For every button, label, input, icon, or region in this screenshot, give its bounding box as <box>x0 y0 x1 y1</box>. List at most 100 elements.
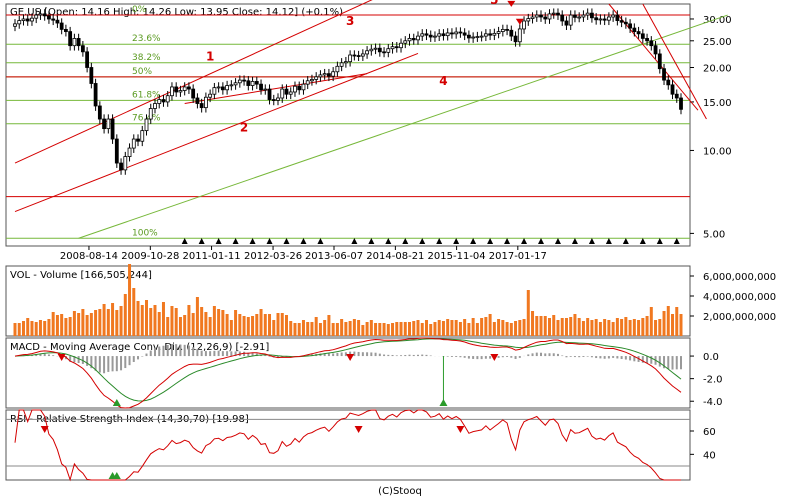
candle-body <box>80 45 85 53</box>
volume-bar <box>195 297 199 336</box>
volume-bar <box>68 317 72 336</box>
volume-bar <box>471 318 475 336</box>
price-panel-title: GE.US [Open: 14.16 High: 14.26 Low: 13.9… <box>10 7 343 18</box>
volume-bar <box>641 318 645 336</box>
rsi-panel-frame <box>5 409 691 481</box>
candle <box>407 33 412 46</box>
rsi-y-tick-label: 40 <box>703 450 716 461</box>
volume-bar <box>183 315 187 336</box>
volume-bar <box>492 322 496 336</box>
volume-bar <box>433 322 437 336</box>
candle-body <box>13 23 17 27</box>
candle-body <box>623 21 628 25</box>
candle-body <box>199 103 204 109</box>
x-tick-label: 2014-08-21 <box>366 251 424 262</box>
volume-bar <box>556 320 560 336</box>
volume-bar <box>85 315 89 336</box>
candle-body <box>170 86 174 97</box>
volume-bar <box>348 321 352 336</box>
candle <box>611 10 616 22</box>
volume-bar <box>136 301 140 336</box>
candle-body <box>450 32 454 35</box>
volume-bar <box>365 322 369 336</box>
volume-bar <box>526 290 530 336</box>
volume-bar <box>191 313 195 336</box>
volume-bar <box>17 323 21 336</box>
candle <box>233 78 238 90</box>
candle-body <box>314 76 319 80</box>
volume-bar <box>268 314 272 336</box>
candle-body <box>47 15 51 20</box>
candle <box>522 16 526 34</box>
volume-bar <box>620 319 624 336</box>
macd-y-tick-label: -2.0 <box>703 375 723 386</box>
signal-triangle-icon <box>673 238 680 244</box>
signal-triangle-icon <box>639 238 646 244</box>
volume-bar <box>204 312 208 336</box>
candle <box>606 12 611 26</box>
candle <box>471 32 476 43</box>
volume-bar <box>234 310 238 336</box>
candle-body <box>479 35 484 38</box>
candle-body <box>674 93 679 99</box>
volume-bar <box>654 320 658 336</box>
candle-body <box>556 12 560 16</box>
candle-body <box>119 162 123 171</box>
x-tick-label: 2008-08-14 <box>60 251 118 262</box>
candle <box>560 10 565 26</box>
candle <box>513 31 518 47</box>
volume-bar <box>611 322 615 336</box>
candle-body <box>424 33 429 36</box>
volume-bar <box>543 316 547 336</box>
candle-body <box>157 99 162 104</box>
candle <box>34 10 39 24</box>
candle <box>305 76 310 90</box>
volume-bar <box>318 323 322 336</box>
volume-bar <box>416 320 420 336</box>
volume-bar <box>89 313 93 336</box>
signal-triangle-icon <box>656 238 663 244</box>
candle <box>602 14 607 26</box>
candle-body <box>377 47 382 53</box>
candle-body <box>339 62 344 67</box>
volume-bar <box>637 320 641 336</box>
candle <box>114 134 119 168</box>
candle <box>649 36 654 51</box>
volume-bar <box>399 322 403 336</box>
candle-body <box>259 83 263 91</box>
candle <box>657 49 662 74</box>
macd-panel-title: MACD - Moving Average Conv. Div. (12,26,… <box>10 342 269 353</box>
signal-triangle-icon <box>487 238 494 244</box>
volume-bar <box>153 305 157 336</box>
candle-body <box>153 103 157 109</box>
candle <box>331 67 336 82</box>
volume-bar <box>590 320 594 336</box>
candle <box>568 10 573 31</box>
candle-body <box>543 16 548 20</box>
volume-bar <box>675 307 679 336</box>
candle <box>403 36 408 49</box>
candle <box>47 11 51 24</box>
volume-bar <box>38 320 42 336</box>
sell-marker-icon <box>490 354 499 361</box>
candle <box>509 25 514 41</box>
volume-bar <box>26 318 30 336</box>
candle-body <box>420 33 425 37</box>
candle-body <box>471 36 476 39</box>
volume-bar <box>212 306 216 336</box>
candle <box>615 10 620 26</box>
volume-bar <box>289 321 293 336</box>
candle-body <box>640 33 645 39</box>
fibonacci-level-label: 100% <box>132 228 158 238</box>
volume-bar <box>662 311 666 336</box>
volume-bar <box>47 319 51 336</box>
candle-body <box>322 73 327 76</box>
candle-body <box>55 19 60 24</box>
candle <box>564 16 569 31</box>
volume-bar <box>484 317 488 336</box>
signal-triangle-icon <box>470 238 477 244</box>
candle <box>212 82 217 100</box>
candle-body <box>131 138 136 149</box>
volume-bar <box>178 317 182 336</box>
volume-bar <box>594 319 598 336</box>
